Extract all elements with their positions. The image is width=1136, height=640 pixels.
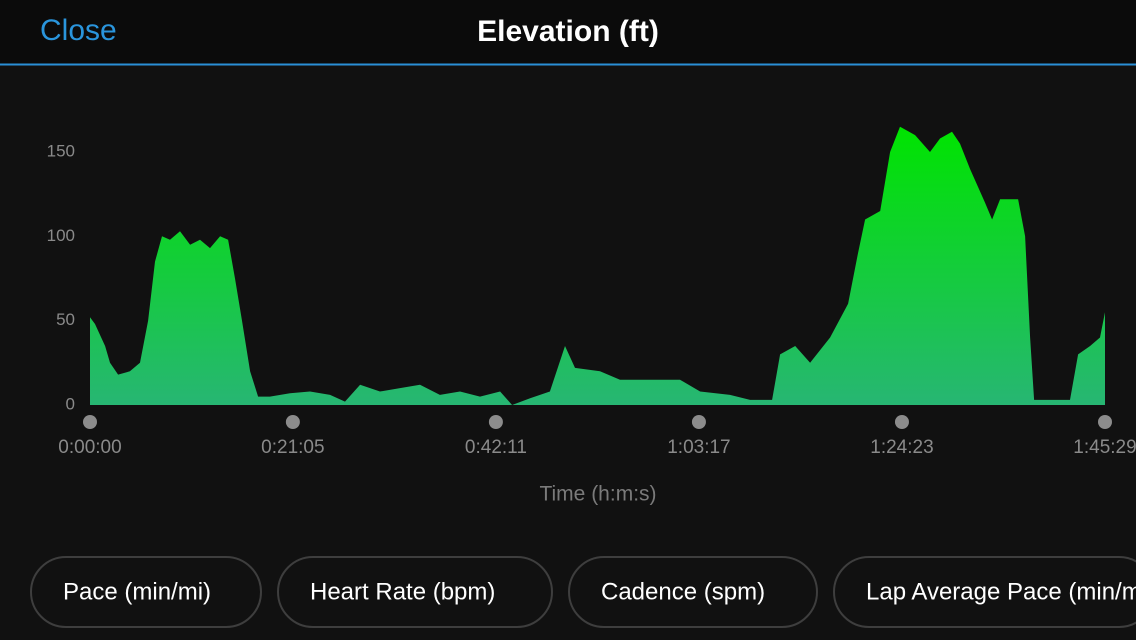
y-tick-label: 100 <box>47 226 75 245</box>
y-tick-label: 0 <box>66 394 75 413</box>
x-tick-label: 0:00:00 <box>58 437 121 458</box>
elevation-area <box>90 126 1105 405</box>
x-tick-label: 1:45:29 <box>1073 437 1136 458</box>
x-tick-label: 0:21:05 <box>261 437 324 458</box>
metric-button-label[interactable]: Pace (min/mi) <box>63 578 211 605</box>
metric-button[interactable] <box>833 556 1136 628</box>
metric-button-label[interactable]: Cadence (spm) <box>601 578 765 605</box>
x-axis-label: Time (h:m:s) <box>539 483 656 506</box>
metric-button[interactable] <box>568 556 818 628</box>
x-tick-dot <box>894 415 909 429</box>
metric-button[interactable] <box>277 556 553 628</box>
header-bg <box>0 0 1136 64</box>
x-tick-dot <box>1098 415 1112 429</box>
title: Elevation (ft) <box>477 15 659 48</box>
x-tick-label: 0:42:11 <box>465 437 527 458</box>
close-button[interactable]: Close <box>40 14 117 47</box>
x-tick-dot <box>285 415 300 429</box>
metric-button[interactable] <box>30 556 262 628</box>
plot: 0 50 100 150 0:00:00 0:21:05 0:42:11 1:03:17 1:2… <box>47 126 1136 458</box>
x-tick-label: 1:03:17 <box>667 437 730 458</box>
button-row: Pace (min/mi) Heart Rate (bpm) Cadence (sp… <box>30 556 1136 628</box>
metric-button-label[interactable]: Lap Average Pace (min/mi) <box>866 578 1136 605</box>
y-tick-label: 150 <box>47 141 75 160</box>
metric-button-label[interactable]: Heart Rate (bpm) <box>310 578 495 605</box>
x-tick-dot <box>83 415 97 429</box>
x-tick-label: 1:24:23 <box>870 437 933 458</box>
x-tick-dot <box>691 415 706 429</box>
x-tick-dot <box>488 415 503 429</box>
y-tick-label: 50 <box>56 310 75 329</box>
